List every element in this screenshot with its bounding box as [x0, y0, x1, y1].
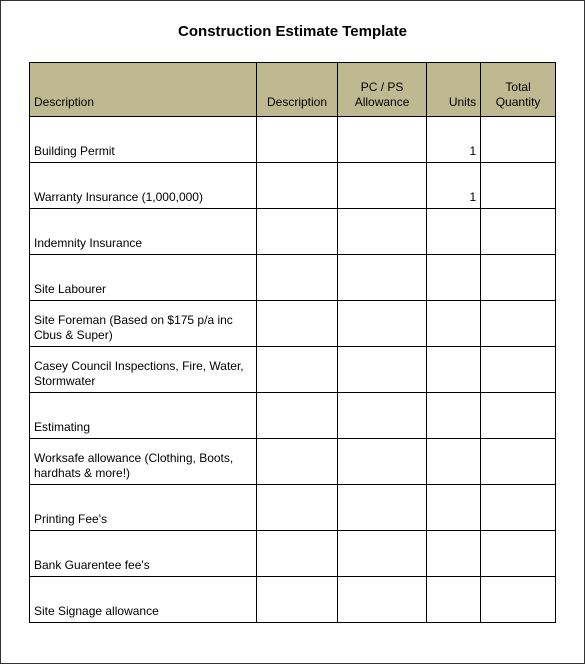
cell-allowance — [338, 485, 426, 531]
table-row: Building Permit 1 — [30, 117, 556, 163]
cell-description2 — [256, 347, 338, 393]
cell-units — [426, 577, 480, 623]
table-row: Casey Council Inspections, Fire, Water, … — [30, 347, 556, 393]
column-header-units: Units — [426, 63, 480, 117]
cell-description2 — [256, 577, 338, 623]
cell-description: Printing Fee's — [30, 485, 257, 531]
cell-description: Casey Council Inspections, Fire, Water, … — [30, 347, 257, 393]
cell-allowance — [338, 577, 426, 623]
cell-allowance — [338, 117, 426, 163]
cell-description: Estimating — [30, 393, 257, 439]
cell-description: Indemnity Insurance — [30, 209, 257, 255]
cell-total-qty — [481, 485, 556, 531]
column-header-total-quantity: Total Quantity — [481, 63, 556, 117]
cell-units — [426, 485, 480, 531]
cell-description2 — [256, 209, 338, 255]
column-header-description: Description — [30, 63, 257, 117]
cell-allowance — [338, 209, 426, 255]
estimate-table: Description Description PC / PS Allowanc… — [29, 62, 556, 623]
cell-total-qty — [481, 531, 556, 577]
table-row: Worksafe allowance (Clothing, Boots, har… — [30, 439, 556, 485]
cell-total-qty — [481, 209, 556, 255]
cell-units — [426, 347, 480, 393]
cell-total-qty — [481, 347, 556, 393]
cell-description2 — [256, 255, 338, 301]
cell-total-qty — [481, 439, 556, 485]
cell-allowance — [338, 531, 426, 577]
cell-description: Site Labourer — [30, 255, 257, 301]
column-header-allowance: PC / PS Allowance — [338, 63, 426, 117]
table-body: Building Permit 1 Warranty Insurance (1,… — [30, 117, 556, 623]
column-header-description2: Description — [256, 63, 338, 117]
cell-allowance — [338, 439, 426, 485]
cell-allowance — [338, 255, 426, 301]
cell-total-qty — [481, 117, 556, 163]
cell-units — [426, 209, 480, 255]
cell-units — [426, 301, 480, 347]
cell-description2 — [256, 301, 338, 347]
cell-allowance — [338, 163, 426, 209]
cell-description2 — [256, 117, 338, 163]
cell-total-qty — [481, 255, 556, 301]
cell-units — [426, 393, 480, 439]
cell-description: Warranty Insurance (1,000,000) — [30, 163, 257, 209]
cell-units: 1 — [426, 117, 480, 163]
cell-allowance — [338, 347, 426, 393]
cell-units: 1 — [426, 163, 480, 209]
table-row: Indemnity Insurance — [30, 209, 556, 255]
cell-units — [426, 255, 480, 301]
cell-description: Site Signage allowance — [30, 577, 257, 623]
cell-description2 — [256, 531, 338, 577]
cell-description: Site Foreman (Based on $175 p/a inc Cbus… — [30, 301, 257, 347]
cell-units — [426, 439, 480, 485]
page-title: Construction Estimate Template — [29, 23, 556, 40]
cell-description2 — [256, 485, 338, 531]
table-row: Site Labourer — [30, 255, 556, 301]
cell-description: Worksafe allowance (Clothing, Boots, har… — [30, 439, 257, 485]
cell-total-qty — [481, 163, 556, 209]
cell-allowance — [338, 301, 426, 347]
table-row: Warranty Insurance (1,000,000) 1 — [30, 163, 556, 209]
table-row: Printing Fee's — [30, 485, 556, 531]
cell-total-qty — [481, 577, 556, 623]
cell-description2 — [256, 439, 338, 485]
cell-units — [426, 531, 480, 577]
cell-description: Building Permit — [30, 117, 257, 163]
table-row: Bank Guarentee fee's — [30, 531, 556, 577]
table-row: Site Signage allowance — [30, 577, 556, 623]
cell-description: Bank Guarentee fee's — [30, 531, 257, 577]
table-row: Site Foreman (Based on $175 p/a inc Cbus… — [30, 301, 556, 347]
table-row: Estimating — [30, 393, 556, 439]
cell-total-qty — [481, 393, 556, 439]
cell-allowance — [338, 393, 426, 439]
document-page: Construction Estimate Template Descripti… — [0, 0, 585, 664]
cell-description2 — [256, 393, 338, 439]
table-header: Description Description PC / PS Allowanc… — [30, 63, 556, 117]
cell-total-qty — [481, 301, 556, 347]
cell-description2 — [256, 163, 338, 209]
